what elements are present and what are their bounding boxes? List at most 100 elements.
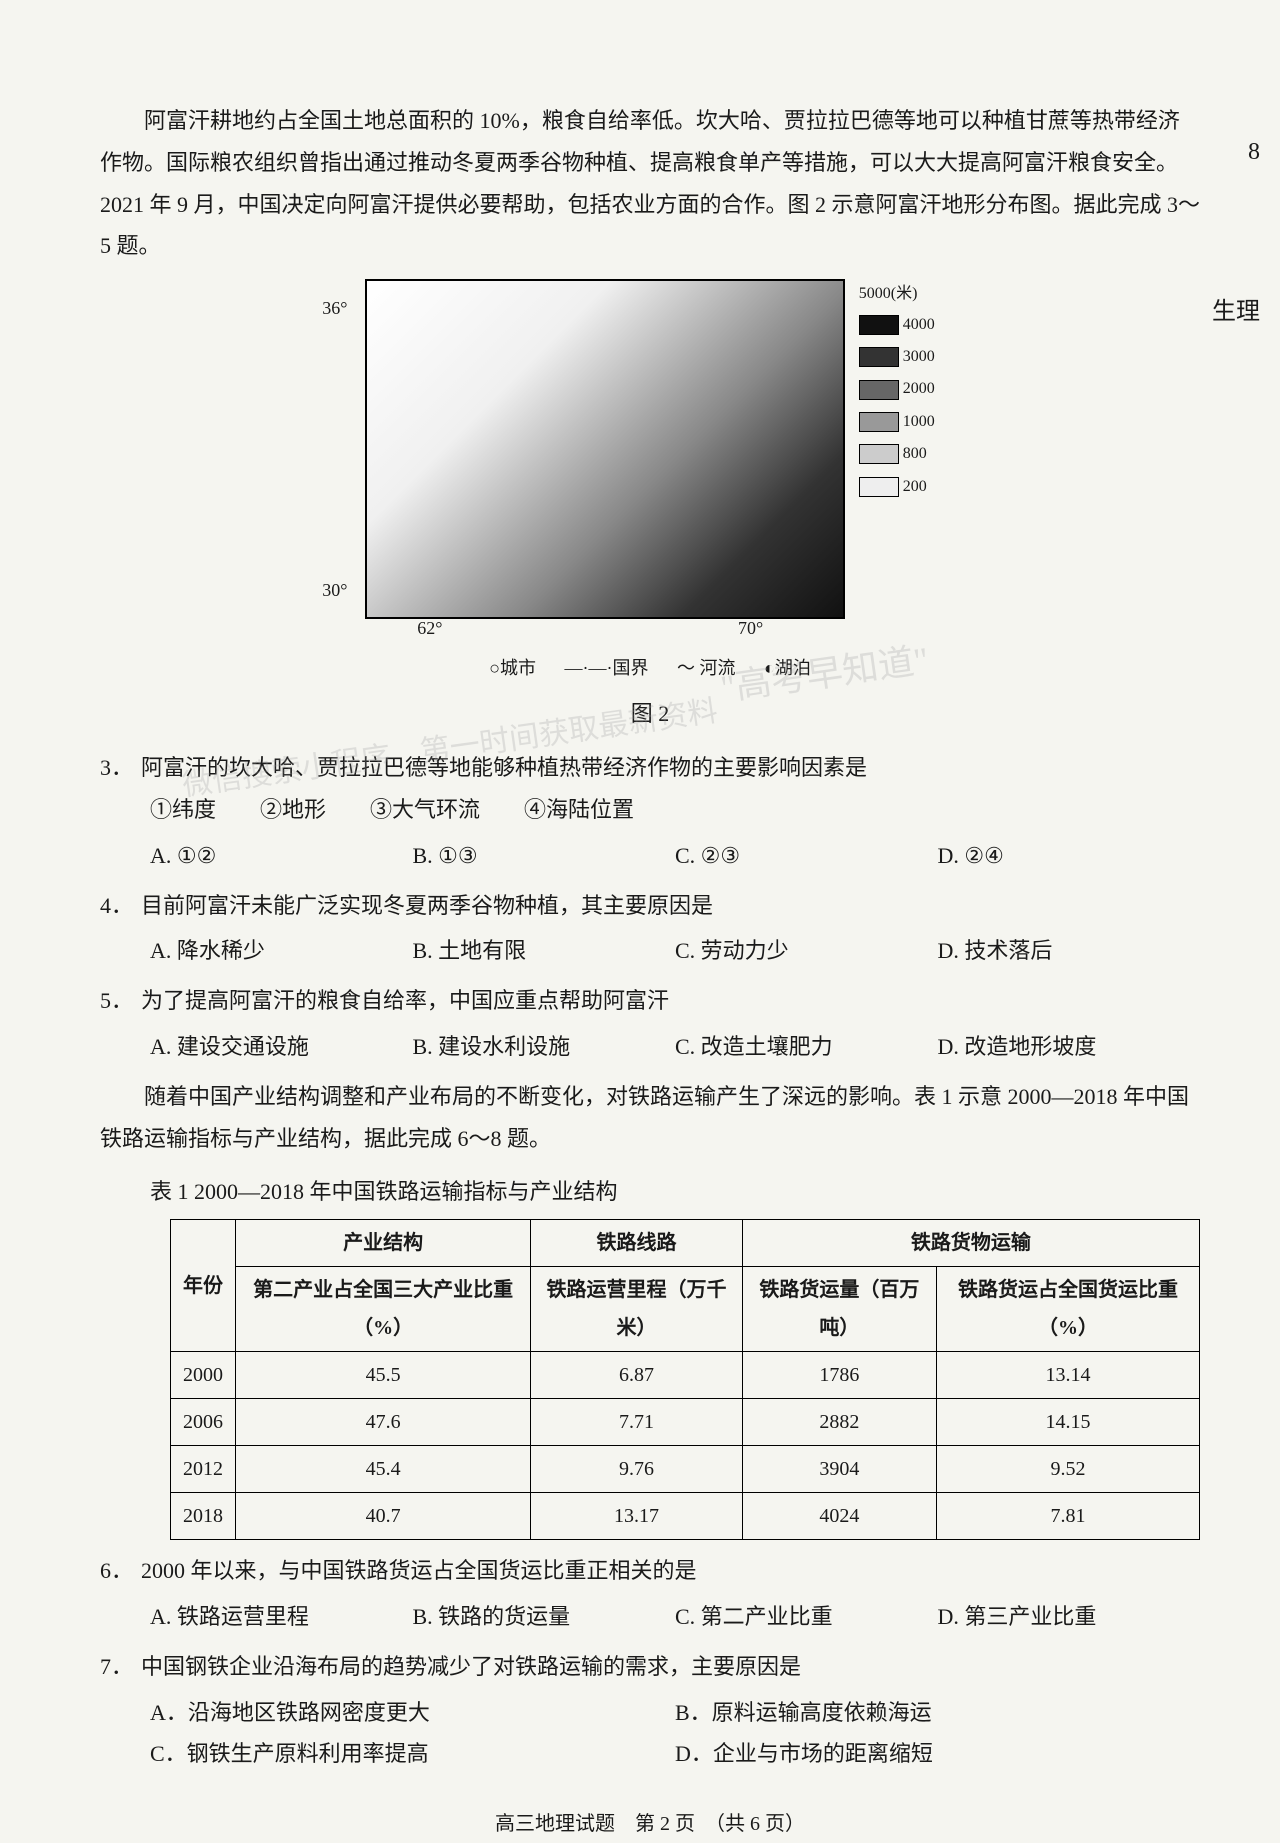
q-num: 6． [100,1550,133,1592]
table-cell: 13.17 [531,1493,743,1540]
legend-unit: 5000(米) [859,279,935,309]
question-7: 7．中国钢铁企业沿海布局的趋势减少了对铁路运输的需求，主要原因是 A．沿海地区铁… [100,1646,1200,1775]
question-6: 6．2000 年以来，与中国铁路货运占全国货运比重正相关的是 A. 铁路运营里程… [100,1550,1200,1638]
legend-swatch [859,477,899,497]
table-cell: 9.52 [937,1446,1200,1493]
legend-value: 4000 [903,310,935,340]
option-d: D. 技术落后 [938,930,1201,972]
table-cell: 45.5 [236,1352,531,1399]
page-footer: 高三地理试题 第 2 页 （共 6 页） [100,1805,1200,1843]
legend-row: 4000 [859,310,935,340]
symbol-city: ○城市 [489,658,536,678]
legend-swatch [859,347,899,367]
figure-2: 36° 30° 62° 70° 5000(米) 4000300020001000… [100,279,1200,735]
q-stem-text: 中国钢铁企业沿海布局的趋势减少了对铁路运输的需求，主要原因是 [141,1646,801,1688]
table-cell: 9.76 [531,1446,743,1493]
q-num: 3． [100,747,133,789]
table-cell: 1786 [742,1352,936,1399]
legend-row: 3000 [859,342,935,372]
legend-swatch [859,412,899,432]
option-c: C. 第二产业比重 [675,1596,938,1638]
option-c: C. 劳动力少 [675,930,938,972]
table-cell: 2006 [171,1399,236,1446]
table-cell: 45.4 [236,1446,531,1493]
table-cell: 3904 [742,1446,936,1493]
col-group: 产业结构 [236,1220,531,1267]
col-year: 年份 [171,1220,236,1352]
col-header: 铁路货运量（百万吨） [742,1267,936,1352]
q-num: 7． [100,1646,133,1688]
symbol-river: ～ 河流 [677,658,736,678]
option-a: A. ①② [150,835,413,877]
lon-label-left: 62° [417,611,442,645]
legend-value: 2000 [903,374,935,404]
rail-data-table: 年份 产业结构 铁路线路 铁路货物运输 第二产业占全国三大产业比重（%） 铁路运… [170,1219,1200,1540]
legend-row: 800 [859,439,935,469]
col-header: 铁路货运占全国货运比重（%） [937,1267,1200,1352]
table-cell: 2012 [171,1446,236,1493]
legend-value: 3000 [903,342,935,372]
q-num: 4． [100,885,133,927]
question-5: 5．为了提高阿富汗的粮食自给率，中国应重点帮助阿富汗 A. 建设交通设施 B. … [100,980,1200,1068]
symbol-border: ―·―·国界 [565,658,649,678]
table-cell: 2000 [171,1352,236,1399]
option-b: B. ①③ [413,835,676,877]
table-cell: 2882 [742,1399,936,1446]
legend-row: 1000 [859,407,935,437]
table-cell: 6.87 [531,1352,743,1399]
option-d: D. 第三产业比重 [938,1596,1201,1638]
q-num: 5． [100,980,133,1022]
legend-row: 2000 [859,374,935,404]
lon-label-right: 70° [738,611,763,645]
option-b: B. 铁路的货运量 [413,1596,676,1638]
table-cell: 7.81 [937,1493,1200,1540]
option-a: A. 降水稀少 [150,930,413,972]
table-cell: 7.71 [531,1399,743,1446]
legend-value: 800 [903,439,927,469]
option-c: C. 改造土壤肥力 [675,1026,938,1068]
table-cell: 14.15 [937,1399,1200,1446]
option-b: B. 建设水利设施 [413,1026,676,1068]
symbol-lake: ◐湖泊 [764,658,811,678]
legend-swatch [859,315,899,335]
legend-swatch [859,380,899,400]
option-d: D. ②④ [938,835,1201,877]
q-stem-text: 目前阿富汗未能广泛实现冬夏两季谷物种植，其主要原因是 [141,885,713,927]
option-a: A. 建设交通设施 [150,1026,413,1068]
option-b: B．原料运输高度依赖海运 [675,1692,1200,1734]
table-cell: 47.6 [236,1399,531,1446]
lat-label-top: 36° [322,291,347,325]
figure-caption: 图 2 [100,693,1200,735]
table-cell: 40.7 [236,1493,531,1540]
table-row: 200647.67.71288214.15 [171,1399,1200,1446]
option-b: B. 土地有限 [413,930,676,972]
option-a: A．沿海地区铁路网密度更大 [150,1692,675,1734]
q-stem-text: 为了提高阿富汗的粮食自给率，中国应重点帮助阿富汗 [141,980,669,1022]
col-group: 铁路线路 [531,1220,743,1267]
option-d: D．企业与市场的距离缩短 [675,1733,1200,1775]
legend-value: 200 [903,472,927,502]
q-stem-text: 阿富汗的坎大哈、贾拉拉巴德等地能够种植热带经济作物的主要影响因素是 [141,747,867,789]
intro-paragraph-2: 随着中国产业结构调整和产业布局的不断变化，对铁路运输产生了深远的影响。表 1 示… [100,1076,1200,1160]
legend-swatch [859,444,899,464]
lat-label-bottom: 30° [322,573,347,607]
question-4: 4．目前阿富汗未能广泛实现冬夏两季谷物种植，其主要原因是 A. 降水稀少 B. … [100,885,1200,973]
q3-factors: ①纬度 ②地形 ③大气环流 ④海陆位置 [100,789,1200,831]
table-caption: 表 1 2000—2018 年中国铁路运输指标与产业结构 [100,1171,1200,1213]
intro-paragraph: 阿富汗耕地约占全国土地总面积的 10%，粮食自给率低。坎大哈、贾拉拉巴德等地可以… [100,100,1200,267]
legend-value: 1000 [903,407,935,437]
margin-note: 8 [1248,130,1260,176]
option-c: C. ②③ [675,835,938,877]
option-d: D. 改造地形坡度 [938,1026,1201,1068]
elevation-legend: 5000(米) 4000300020001000800 200 [859,279,935,504]
table-row: 201245.49.7639049.52 [171,1446,1200,1493]
q-stem-text: 2000 年以来，与中国铁路货运占全国货运比重正相关的是 [141,1550,697,1592]
afghanistan-map: 36° 30° 62° 70° [365,279,845,619]
table-cell: 4024 [742,1493,936,1540]
col-header: 铁路运营里程（万千米） [531,1267,743,1352]
legend-row: 200 [859,472,935,502]
table-row: 200045.56.87178613.14 [171,1352,1200,1399]
col-header: 第二产业占全国三大产业比重（%） [236,1267,531,1352]
margin-note: 生理 [1212,290,1260,336]
question-3: 3．阿富汗的坎大哈、贾拉拉巴德等地能够种植热带经济作物的主要影响因素是 ①纬度 … [100,747,1200,876]
